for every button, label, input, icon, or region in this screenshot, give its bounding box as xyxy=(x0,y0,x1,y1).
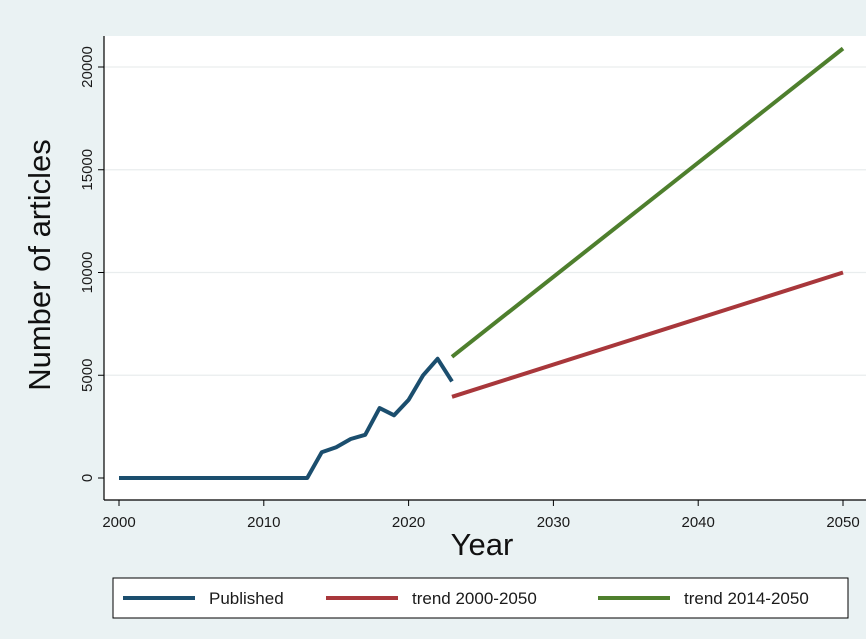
x-tick-label: 2000 xyxy=(102,514,135,531)
series-line-trend-2000-2050 xyxy=(451,270,844,399)
plot-area xyxy=(104,36,866,500)
y-tick-label: 10000 xyxy=(79,252,96,294)
legend-label-published: Published xyxy=(209,589,284,608)
x-tick-label: 2010 xyxy=(247,514,280,531)
axes xyxy=(103,36,866,501)
y-tick-label: 0 xyxy=(79,474,96,482)
x-tick-label: 2020 xyxy=(392,514,425,531)
x-axis-title: Year xyxy=(451,527,514,562)
x-ticks: 2000 2010 2020 2030 2040 2050 xyxy=(102,500,860,531)
y-tick-label: 15000 xyxy=(79,149,96,191)
series-layer xyxy=(119,46,845,480)
y-tick-label: 5000 xyxy=(79,359,96,392)
legend-box xyxy=(112,577,849,619)
legend-label-trend-2014-2050: trend 2014-2050 xyxy=(684,589,809,608)
series-line-published xyxy=(119,356,454,480)
gridlines xyxy=(104,66,866,376)
y-axis-title: Number of articles xyxy=(22,139,57,391)
legend-label-trend-2000-2050: trend 2000-2050 xyxy=(412,589,537,608)
x-tick-label: 2050 xyxy=(826,514,859,531)
y-tick-label: 20000 xyxy=(79,46,96,88)
x-tick-label: 2040 xyxy=(682,514,715,531)
y-ticks: 0 5000 10000 15000 20000 xyxy=(79,46,104,482)
legend: Published trend 2000-2050 trend 2014-205… xyxy=(112,577,849,619)
series-line-trend-2014-2050 xyxy=(450,46,845,359)
x-tick-label: 2030 xyxy=(537,514,570,531)
